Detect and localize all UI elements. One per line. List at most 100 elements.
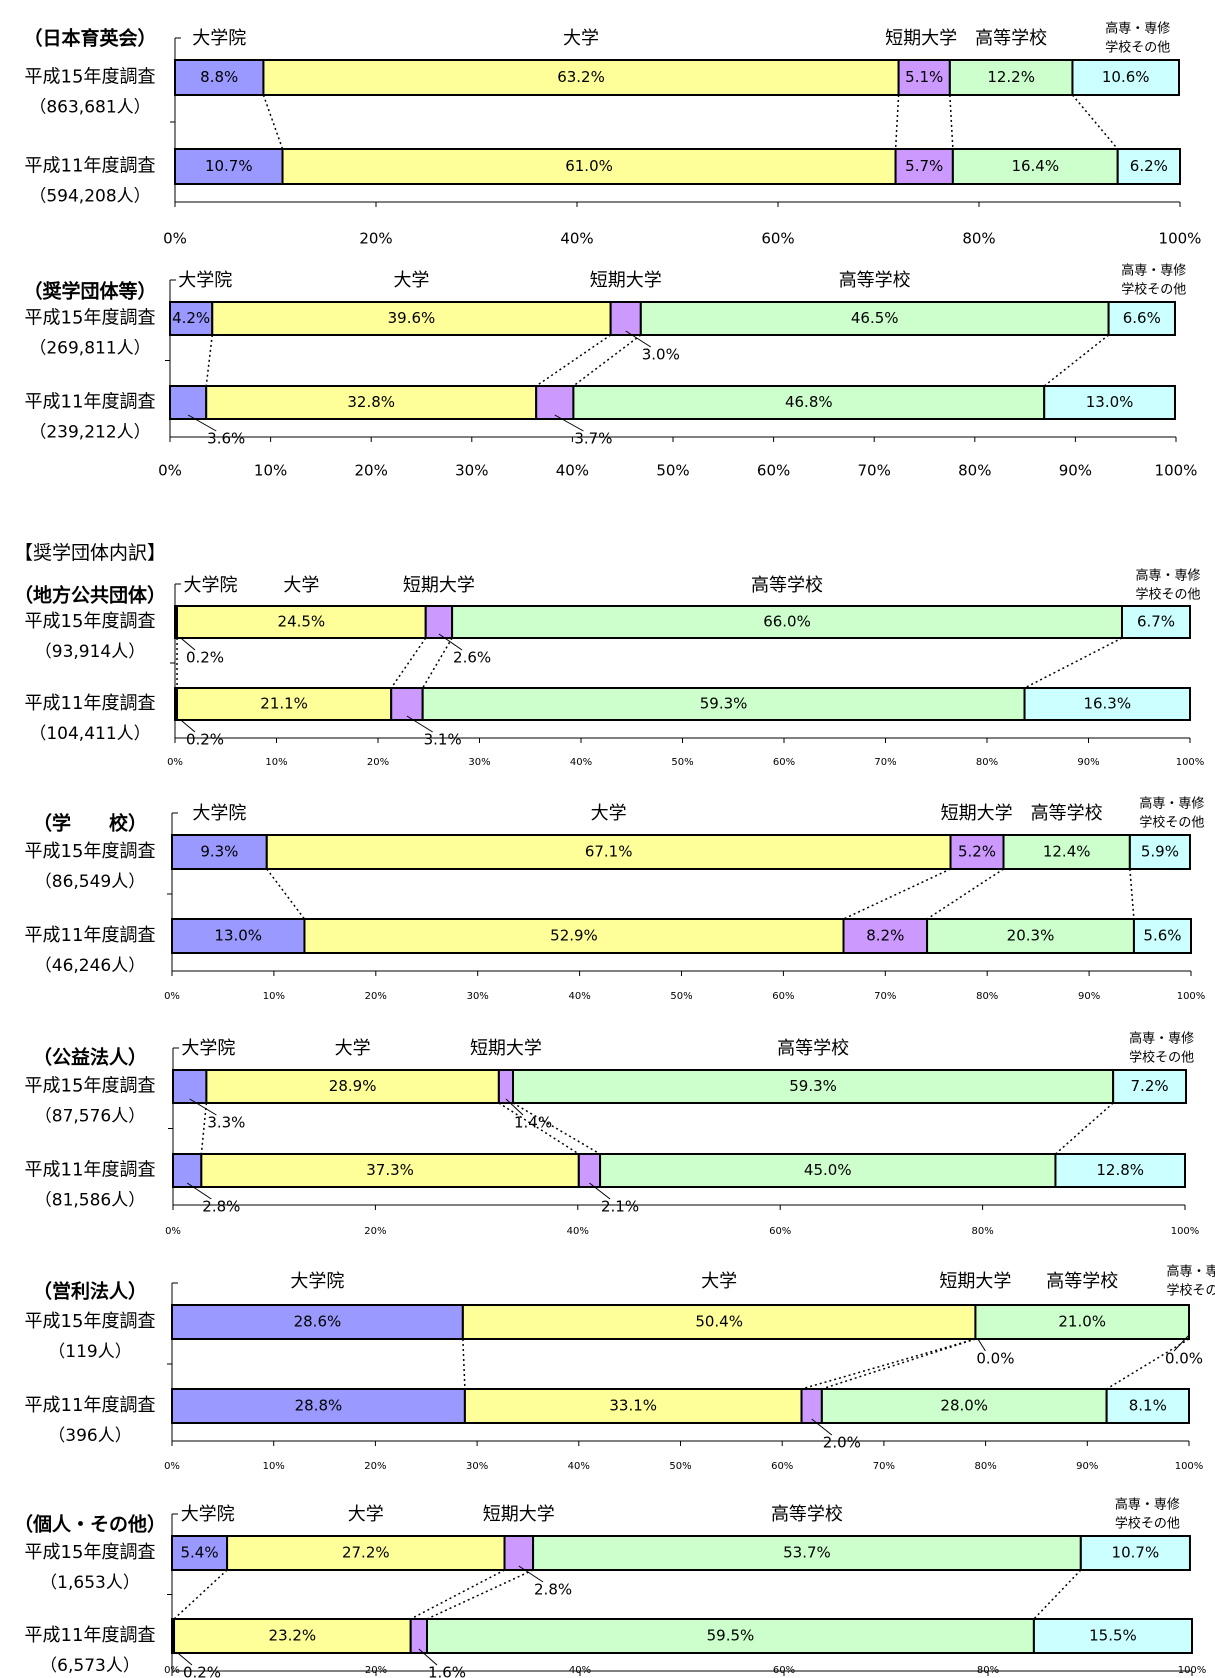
panel-title: （個人・その他） (14, 1513, 166, 1536)
data-label-h15-junior-college: 1.4% (514, 1114, 552, 1132)
row-label-h11: 平成11年度調査 (25, 1160, 156, 1181)
category-header-label: 大学院 (181, 1038, 235, 1059)
data-label-h15-junior-college: 2.6% (453, 649, 491, 667)
bar-segment-h15-high-school (451, 605, 1123, 639)
x-tick-label: 20% (365, 1665, 387, 1676)
data-label-h15-high-school: 12.4% (1043, 843, 1091, 861)
data-label-h11-graduate: 10.7% (205, 157, 253, 175)
row-label-h15: 平成15年度調査 (25, 1542, 156, 1563)
series-connector-line (1129, 868, 1135, 920)
data-label-h15-high-school: 46.5% (851, 309, 899, 327)
category-header-label: 高等学校 (751, 575, 823, 596)
bar-segment-h15-high-school (948, 59, 1074, 96)
bar-segment-h11-graduate (169, 385, 208, 420)
panel-title: （奨学団体等） (23, 280, 156, 303)
x-tick-label: 50% (670, 991, 692, 1002)
bar-segment-h15-junior-college (503, 1535, 535, 1571)
panel-title: （学 校） (33, 812, 147, 835)
x-tick-label: 100% (1155, 462, 1198, 480)
bar-segment-h11-university (281, 148, 897, 185)
data-label-h15-graduate: 3.3% (207, 1114, 245, 1132)
series-connector-line (512, 1102, 601, 1155)
bar-segment-h15-graduate (172, 1069, 208, 1104)
x-tick-label: 100% (1171, 1226, 1200, 1237)
x-tick-label: 80% (971, 1226, 993, 1237)
data-label-h11-technical-other: 12.8% (1096, 1161, 1144, 1179)
bar-segment-h11-junior-college (535, 385, 575, 420)
bar-segment-h11-junior-college (390, 687, 424, 721)
x-tick-label: 70% (874, 991, 896, 1002)
series-connector-line (390, 637, 427, 689)
bar-segment-h11-technical-other (1054, 1153, 1186, 1188)
data-label-h11-high-school: 46.8% (785, 393, 833, 411)
series-connector-line (843, 868, 951, 920)
data-label-h11-high-school: 20.3% (1007, 927, 1055, 945)
series-connector-line (498, 1102, 580, 1155)
data-label-h11-graduate: 28.8% (295, 1397, 343, 1415)
bar-segment-h15-junior-college (949, 834, 1005, 870)
bar-segment-h11-university (200, 1153, 580, 1188)
x-tick-label: 0% (164, 991, 180, 1002)
row-count-h11: （6,573人） (40, 1656, 140, 1676)
x-tick-label: 70% (873, 1461, 895, 1472)
data-label-h11-high-school: 28.0% (940, 1397, 988, 1415)
bar-segment-h15-junior-college (897, 59, 951, 96)
data-label-h15-university: 67.1% (585, 843, 633, 861)
row-count-h11: （46,246人） (35, 956, 145, 976)
category-header-label: 学校その他 (1105, 40, 1170, 56)
x-tick-label: 10% (263, 991, 285, 1002)
series-connector-line (173, 1569, 228, 1620)
data-label-leader (418, 1648, 438, 1666)
bar-segment-h11-university (176, 687, 393, 721)
bar-segment-h11-high-school (951, 148, 1119, 185)
bar-segment-h11-high-school (820, 1388, 1108, 1424)
row-count-h11: （81,586人） (35, 1191, 145, 1211)
row-count-h11: （104,411人） (29, 724, 150, 744)
x-tick-label: 100% (1177, 991, 1206, 1002)
data-label-h15-junior-college: 5.1% (905, 68, 943, 86)
x-tick-label: 10% (263, 1461, 285, 1472)
x-tick-label: 90% (1076, 1461, 1098, 1472)
x-tick-label: 30% (468, 757, 490, 768)
series-connector-line (1054, 1102, 1114, 1155)
data-label-h15-junior-college: 2.8% (534, 1581, 572, 1599)
category-header-label: 大学 (563, 28, 599, 49)
row-label-h11: 平成11年度調査 (25, 1395, 156, 1416)
category-header-label: 短期大学 (470, 1038, 542, 1059)
series-connector-line (1043, 334, 1110, 387)
data-label-leader (811, 1418, 833, 1436)
bar-segment-h15-high-school (974, 1304, 1190, 1340)
series-connector-line (821, 1338, 976, 1390)
x-tick-label: 90% (1077, 757, 1099, 768)
row-label-h15: 平成15年度調査 (25, 611, 156, 632)
category-header-label: 大学院 (178, 270, 232, 291)
category-header-label: 大学院 (290, 1271, 344, 1292)
category-header-label: 高専・専修 (1135, 568, 1200, 584)
x-tick-label: 100% (1175, 1461, 1204, 1472)
x-tick-label: 60% (773, 757, 795, 768)
data-label-h11-technical-other: 16.3% (1083, 695, 1131, 713)
x-tick-label: 0% (158, 462, 182, 480)
category-header-label: 高等学校 (771, 1504, 843, 1525)
bar-segment-h15-graduate (174, 59, 265, 96)
data-label-h15-high-school: 12.2% (987, 68, 1035, 86)
category-header-label: 学校その他 (1139, 815, 1204, 831)
data-label-h11-graduate: 13.0% (214, 927, 262, 945)
bar-segment-h11-university (205, 385, 538, 420)
x-tick-label: 80% (976, 991, 998, 1002)
bar-segment-h11-technical-other (1105, 1388, 1191, 1424)
data-label-leader (589, 1182, 611, 1200)
data-label-h15-high-school: 66.0% (763, 613, 811, 631)
bar-segment-h11-technical-other (1116, 148, 1181, 185)
series-connector-line (262, 94, 284, 150)
series-connector-line (894, 94, 900, 150)
x-tick-label: 40% (568, 1461, 590, 1472)
data-label-h15-junior-college: 5.2% (958, 843, 996, 861)
category-header-label: 大学 (335, 1038, 371, 1059)
series-connector-line (1024, 637, 1123, 689)
data-label-h15-technical-other: 10.6% (1102, 68, 1150, 86)
x-tick-label: 60% (769, 1226, 791, 1237)
series-connector-line (572, 334, 642, 387)
row-label-h15: 平成15年度調査 (25, 1076, 156, 1097)
row-label-h11: 平成11年度調査 (25, 392, 156, 413)
